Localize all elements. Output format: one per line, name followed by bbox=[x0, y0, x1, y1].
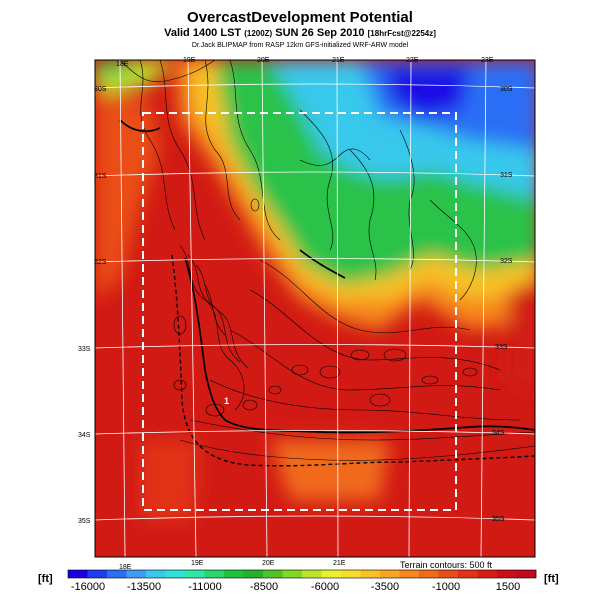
forecast-info: [18hrFcst@2254z] bbox=[367, 29, 436, 38]
colorbar-swatch bbox=[360, 570, 381, 578]
lon-label-top: 21E bbox=[332, 57, 345, 64]
colorbar-tick-label: -11000 bbox=[188, 581, 221, 593]
site-marker-label: 1 bbox=[224, 396, 229, 406]
lat-label-left: 30S bbox=[94, 86, 107, 93]
colorbar-swatch bbox=[321, 570, 342, 578]
map-frame bbox=[94, 59, 536, 558]
lat-label-right: 32S bbox=[500, 258, 513, 265]
utc-time: (1200Z) bbox=[244, 29, 273, 38]
colorbar-swatch bbox=[224, 570, 244, 578]
colorbar-outline bbox=[67, 569, 537, 579]
colorbar-swatch bbox=[419, 570, 439, 578]
colorbar-tick-label: -13500 bbox=[127, 581, 161, 593]
valid-date: SUN 26 Sep 2010 bbox=[275, 27, 365, 39]
lon-label-bottom: 20E bbox=[262, 560, 275, 567]
colorbar-swatch bbox=[438, 570, 459, 578]
terrain-contours bbox=[119, 60, 535, 461]
colorbar-swatch bbox=[458, 570, 478, 578]
lon-label-top: 22E bbox=[406, 57, 419, 64]
colorbar-unit-left: [ft] bbox=[38, 573, 53, 585]
colorbar-tick-label: -6000 bbox=[311, 581, 339, 593]
colorbar-swatch bbox=[204, 570, 225, 578]
lon-label-top: 18E bbox=[116, 61, 129, 68]
colorbar-swatch bbox=[263, 570, 283, 578]
colorbar-swatch bbox=[341, 570, 361, 578]
colorbar-tick-label: 1500 bbox=[496, 581, 520, 593]
colorbar-swatch bbox=[399, 570, 420, 578]
valid-time: Valid 1400 LST bbox=[164, 27, 242, 39]
lat-label-left: 34S bbox=[78, 432, 91, 439]
colorbar-labels: -16000 -13500 -11000 -8500 -6000 -3500 -… bbox=[71, 581, 520, 593]
colorbar-swatch bbox=[302, 570, 322, 578]
inner-domain-box bbox=[142, 112, 457, 511]
colorbar-tick-label: -3500 bbox=[371, 581, 399, 593]
lat-label-right: 33S bbox=[495, 344, 508, 351]
lon-label-top: 20E bbox=[257, 57, 270, 64]
colorbar-tick-label: -8500 bbox=[250, 581, 278, 593]
colorbar-swatch bbox=[146, 570, 166, 578]
lat-label-left: 32S bbox=[94, 259, 107, 266]
colorbar-swatch bbox=[126, 570, 147, 578]
lon-label-bottom: 18E bbox=[119, 564, 132, 571]
colorbar-swatch bbox=[87, 570, 108, 578]
colorbar-swatch bbox=[68, 570, 88, 578]
colorbar-tick-label: -1000 bbox=[432, 581, 460, 593]
colorbar-swatch bbox=[165, 570, 186, 578]
colorbar-tick-label: -16000 bbox=[71, 581, 105, 593]
lat-label-right: 30S bbox=[500, 86, 513, 93]
boundary-line bbox=[171, 254, 535, 467]
lat-label-right: 31S bbox=[500, 172, 513, 179]
lat-label-left: 35S bbox=[78, 518, 91, 525]
colorbar-swatch bbox=[185, 570, 205, 578]
colorbar-swatch bbox=[497, 570, 517, 578]
page-title: OvercastDevelopment Potential bbox=[187, 9, 413, 26]
colorbar-unit-right: [ft] bbox=[544, 573, 559, 585]
lon-label-bottom: 21E bbox=[333, 560, 346, 567]
lat-label-right: 34S bbox=[492, 430, 505, 437]
colorbar bbox=[67, 569, 537, 579]
colorbar-swatch bbox=[380, 570, 400, 578]
colorbar-swatch bbox=[282, 570, 303, 578]
valid-time-subtitle: Valid 1400 LST (1200Z) SUN 26 Sep 2010 [… bbox=[0, 27, 600, 39]
terrain-contour-note: Terrain contours: 500 ft bbox=[400, 560, 493, 570]
lon-label-top: 23E bbox=[481, 57, 494, 64]
latlon-grid bbox=[95, 60, 535, 557]
colorbar-swatch bbox=[107, 570, 127, 578]
lon-label-bottom: 19E bbox=[191, 560, 204, 567]
colorbar-swatch bbox=[477, 570, 498, 578]
colorbar-swatch bbox=[243, 570, 264, 578]
lon-label-top: 19E bbox=[183, 57, 196, 64]
model-credit: Dr.Jack BLIPMAP from RASP 12km GFS-initi… bbox=[191, 42, 409, 49]
colorbar-swatch bbox=[516, 570, 537, 578]
lat-label-left: 31S bbox=[94, 173, 107, 180]
overcast-field bbox=[95, 60, 535, 557]
lat-label-right: 35S bbox=[492, 516, 505, 523]
lat-label-left: 33S bbox=[78, 346, 91, 353]
